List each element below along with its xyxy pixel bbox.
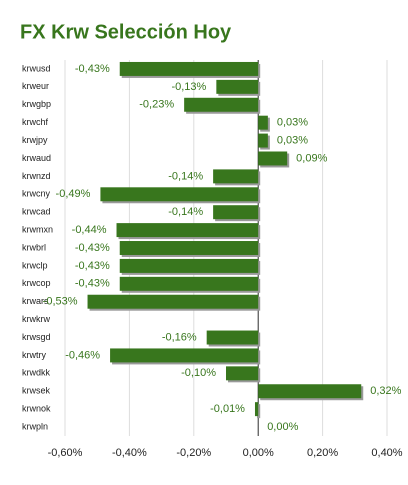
value-label: 0,32% [370,385,401,397]
value-label: -0,23% [139,99,174,111]
y-tick-label: krwdkk [22,368,51,378]
value-label: -0,13% [171,81,206,93]
value-label: -0,10% [181,367,216,379]
y-tick-label: krwsek [22,386,51,396]
value-label: -0,16% [162,331,197,343]
y-tick-label: krwnok [22,404,51,414]
y-tick-label: krwpln [22,421,48,431]
bar [213,169,259,184]
y-tick-label: krweur [22,81,49,91]
bar [258,151,288,166]
bar [254,402,259,417]
y-tick-label: krwkrw [22,314,50,324]
y-tick-label: krwmxn [22,224,53,234]
value-label: -0,53% [43,296,78,308]
value-label: -0,44% [72,224,107,236]
value-label: -0,46% [65,349,100,361]
y-tick-label: krwcop [22,278,51,288]
bar [184,97,259,112]
value-label: -0,43% [75,260,110,272]
y-tick-label: krwtry [22,350,46,360]
bar [119,241,259,255]
value-label: -0,14% [168,206,203,218]
y-tick-label: krwaud [22,153,51,163]
value-label: -0,49% [56,188,91,200]
bar [100,187,259,202]
bar-shadow [256,404,261,419]
bar [116,223,259,238]
y-tick-label: krwcad [22,207,51,217]
value-label: 0,00% [267,421,298,433]
y-tick-label: krwcny [22,189,51,199]
y-tick-label: krwnzd [22,171,51,181]
x-tick-label: 0,00% [243,447,274,459]
bar [226,366,259,381]
y-tick-label: krwchf [22,117,49,127]
bar [119,276,259,291]
value-label: -0,43% [75,278,110,290]
bar [206,330,259,345]
bar [119,61,259,76]
x-tick-label: -0,20% [176,447,211,459]
value-label: 0,09% [296,152,327,164]
bar [258,115,268,130]
x-tick-label: 0,40% [371,447,402,459]
value-label: 0,03% [277,117,308,129]
value-label: -0,14% [168,170,203,182]
y-tick-label: krwusd [22,63,51,73]
bar [258,133,268,148]
value-label: -0,43% [75,63,110,75]
y-tick-label: krwclp [22,260,48,270]
x-tick-label: -0,60% [48,447,83,459]
value-label: -0,43% [75,242,110,254]
bar [216,79,259,94]
x-tick-label: 0,20% [307,447,338,459]
y-tick-label: krwbrl [22,242,46,252]
bar [110,348,259,363]
x-tick-label: -0,40% [112,447,147,459]
y-tick-label: krwgbp [22,99,51,109]
y-tick-label: krwsgd [22,332,51,342]
chart-title: FX Krw Selección Hoy [20,21,232,43]
bar [87,294,259,309]
y-tick-label: krwjpy [22,135,48,145]
bar [213,205,259,220]
value-label: -0,01% [210,403,245,415]
y-tick-label: krwars [22,296,49,306]
bar [258,384,362,399]
bar [119,258,259,273]
value-label: 0,03% [277,134,308,146]
